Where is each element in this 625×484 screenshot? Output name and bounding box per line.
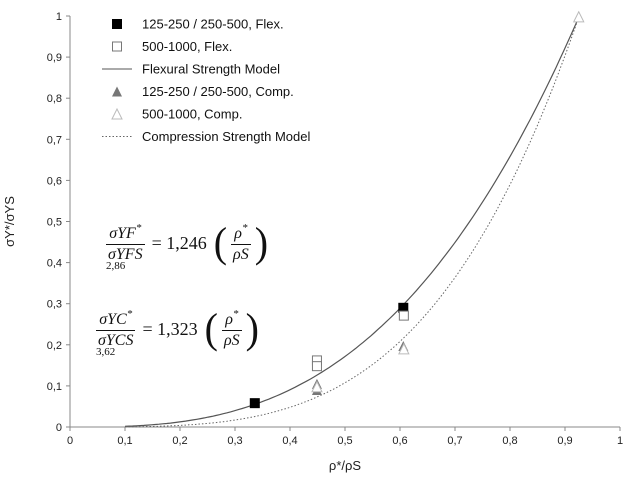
y-axis-ticks: 0 0,1 0,2 0,3 0,4 0,5 0,6 0,7 0,8 0,9 1 <box>47 11 70 434</box>
model-curves <box>124 16 580 428</box>
x-tick-label: 0 <box>67 435 73 447</box>
y-tick-label: 0,9 <box>47 52 62 64</box>
flexural-model-curve <box>124 16 580 427</box>
x-tick-label: 0,9 <box>557 435 572 447</box>
eq1-density-ratio: ρ* ρS <box>231 222 251 263</box>
y-tick-label: 0,5 <box>47 217 62 229</box>
data-points <box>249 10 585 409</box>
y-tick-label: 0,3 <box>47 299 62 311</box>
legend-marker-triangle-filled <box>112 86 122 97</box>
eq2-coefficient: = 1,323 <box>142 318 198 339</box>
x-tick-label: 0,6 <box>392 435 407 447</box>
y-tick-label: 0,4 <box>47 258 62 270</box>
data-point-triangle-open <box>572 10 585 23</box>
legend-label: 500-1000, Flex. <box>142 39 232 54</box>
eq1-exponent: 2,86 <box>106 260 126 272</box>
x-tick-label: 0,2 <box>172 435 187 447</box>
y-tick-label: 0,8 <box>47 93 62 105</box>
x-tick-label: 0,8 <box>502 435 517 447</box>
legend-marker-square-filled <box>112 19 122 29</box>
legend-label: Flexural Strength Model <box>142 62 280 77</box>
x-tick-label: 0,7 <box>447 435 462 447</box>
legend-label: Compression Strength Model <box>142 129 310 144</box>
data-point-triangle-open <box>311 380 323 393</box>
x-tick-label: 0,3 <box>227 435 242 447</box>
y-tick-label: 0,7 <box>47 134 62 146</box>
data-point-square-open <box>398 310 409 321</box>
compression-model-curve <box>124 16 580 428</box>
x-tick-label: 1 <box>617 435 623 447</box>
eq2-lhs-num: σYC <box>99 311 127 328</box>
y-tick-label: 0,2 <box>47 340 62 352</box>
y-tick-label: 1 <box>56 11 62 23</box>
legend-marker-triangle-open <box>111 107 123 120</box>
eq2-exponent: 3,62 <box>96 346 116 358</box>
eq2-lhs: σYC* σYCS <box>96 308 136 349</box>
data-point-square-filled <box>249 398 260 409</box>
x-tick-label: 0,5 <box>337 435 352 447</box>
data-point-square-filled <box>398 302 409 313</box>
legend-label: 500-1000, Comp. <box>142 107 242 122</box>
eq2-lhs-den: σYCS <box>98 332 134 349</box>
y-tick-label: 0,1 <box>47 381 62 393</box>
y-tick-label: 0 <box>56 422 62 434</box>
compression-equation: σYC* σYCS = 1,323 ( ρ* ρS ) 3,62 <box>96 304 259 358</box>
flexural-equation: σYF* σYFS = 1,246 ( ρ* ρS ) 2,86 <box>106 218 269 272</box>
data-point-triangle-open <box>398 342 410 355</box>
legend-label: 125-250 / 250-500, Comp. <box>142 84 294 99</box>
y-axis-label: σY*/σYS <box>2 196 17 247</box>
eq1-lhs: σYF* σYFS <box>106 222 145 263</box>
legend: 125-250 / 250-500, Flex. 500-1000, Flex. F… <box>102 17 310 144</box>
eq1-lhs-den: σYFS <box>108 246 143 263</box>
x-tick-label: 0,4 <box>282 435 297 447</box>
eq2-density-ratio: ρ* ρS <box>221 308 242 349</box>
legend-marker-square-open <box>112 41 122 52</box>
data-point-square-open <box>311 361 322 372</box>
x-tick-label: 0,1 <box>117 435 132 447</box>
y-tick-label: 0,6 <box>47 175 62 187</box>
legend-label: 125-250 / 250-500, Flex. <box>142 17 284 32</box>
eq1-lhs-num: σYF <box>109 225 136 242</box>
x-axis-ticks: 0 0,1 0,2 0,3 0,4 0,5 0,6 0,7 0,8 0,9 1 <box>67 427 623 447</box>
eq1-coefficient: = 1,246 <box>151 232 207 253</box>
x-axis-label: ρ*/ρS <box>329 458 361 473</box>
